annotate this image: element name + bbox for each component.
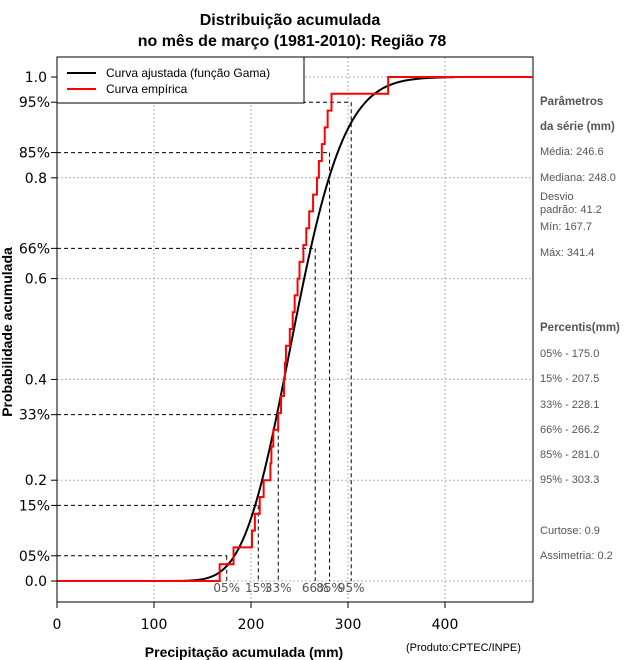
chart-title-line-1: Distribuição acumulada <box>200 12 381 29</box>
x-tick-label-4: 400 <box>432 617 459 633</box>
percentil-05: 05% - 175.0 <box>540 348 600 360</box>
legend-label-fitted: Curva ajustada (função Gama) <box>106 66 270 80</box>
percentil-15: 15% - 207.5 <box>540 373 600 385</box>
empirical-step-curve <box>57 76 533 582</box>
series-layer <box>57 76 533 582</box>
x-tick-label-1: 100 <box>141 617 168 633</box>
y-tick-label-5: 1.0 <box>25 70 47 86</box>
params-title-2: da série (mm) <box>540 121 615 133</box>
params-title-1: Parâmetros <box>540 96 604 108</box>
legend-label-empirical: Curva empírica <box>106 82 188 96</box>
percentile-y-label-5: 95% <box>19 95 50 111</box>
axes-layer: 0 100 200 300 4000.00.20.40.60.81.005%15%33%… <box>19 56 534 633</box>
grid-layer <box>56 57 533 602</box>
param-desvio-2: padrão: 41.2 <box>540 204 602 216</box>
y-tick-label-1: 0.2 <box>25 473 47 489</box>
param-desvio-1: Desvio <box>540 191 574 203</box>
percentis-title: Percentis(mm) <box>540 322 620 334</box>
param-media: Média: 246.6 <box>540 146 604 158</box>
percentil-95: 95% - 303.3 <box>540 474 600 486</box>
legend-box <box>56 56 305 104</box>
chart-title-line-2: no mês de março (1981-2010): Região 78 <box>138 33 447 50</box>
param-mediana: Mediana: 248.0 <box>540 172 616 184</box>
percentile-y-label-0: 05% <box>19 549 50 565</box>
percentil-66: 66% - 266.2 <box>540 424 600 436</box>
plot-frame <box>56 56 534 603</box>
x-tick-label-3: 300 <box>335 617 362 633</box>
x-axis-label: Precipitação acumulada (mm) <box>145 644 343 660</box>
percentil-85: 85% - 281.0 <box>540 449 600 461</box>
percentil-33: 33% - 228.1 <box>540 399 600 411</box>
y-tick-label-0: 0.0 <box>25 574 47 590</box>
percentile-x-label-3: 66% <box>302 581 329 595</box>
percentile-x-label-1: 15% <box>245 581 272 595</box>
y-tick-label-4: 0.8 <box>25 171 47 187</box>
x-tick-label-2: 200 <box>238 617 265 633</box>
credit-label: (Produto:CPTEC/INPE) <box>406 642 521 654</box>
y-axis-label: Probabilidade acumulada <box>0 247 15 417</box>
percentile-y-label-3: 66% <box>19 241 50 257</box>
percentile-y-label-1: 15% <box>19 498 50 514</box>
percentile-y-label-4: 85% <box>19 146 50 162</box>
legend: Curva ajustada (função Gama) Curva empír… <box>56 56 305 104</box>
param-min: Mín: 167.7 <box>540 221 592 233</box>
x-tick-label-0: 0 <box>53 617 62 633</box>
y-tick-label-3: 0.6 <box>25 272 47 288</box>
stat-curtose: Curtose: 0.9 <box>540 525 600 537</box>
percentile-x-label-4: 85% <box>316 581 343 595</box>
stat-assimetria: Assimetria: 0.2 <box>540 550 613 562</box>
param-max: Máx: 341.4 <box>540 247 595 259</box>
y-tick-label-2: 0.4 <box>25 372 47 388</box>
percentile-y-label-2: 33% <box>19 408 50 424</box>
percentile-x-label-2: 33% <box>265 581 292 595</box>
percentile-x-label-5: 95% <box>338 581 365 595</box>
percentile-x-label-0: 05% <box>213 581 240 595</box>
